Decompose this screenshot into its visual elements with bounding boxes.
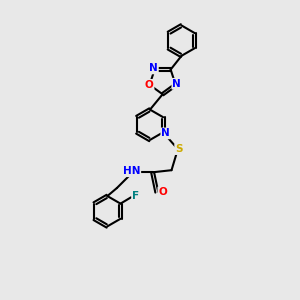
Text: N: N — [149, 64, 158, 74]
Text: O: O — [145, 80, 154, 90]
Text: N: N — [161, 128, 170, 138]
Text: S: S — [175, 144, 183, 154]
Text: F: F — [132, 191, 139, 201]
Text: N: N — [172, 79, 181, 89]
Text: HN: HN — [123, 166, 140, 176]
Text: O: O — [158, 187, 167, 197]
